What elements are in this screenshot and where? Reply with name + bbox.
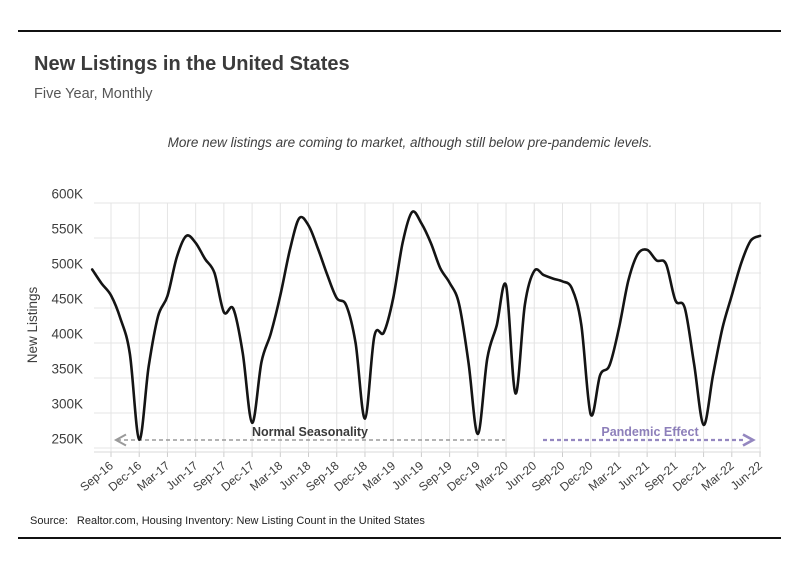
y-axis-title: New Listings [25, 286, 40, 363]
page-subtitle: Five Year, Monthly [34, 86, 153, 102]
y-tick-label: 500K [51, 257, 83, 272]
y-tick-label: 550K [51, 222, 83, 237]
y-tick-label: 300K [51, 397, 83, 412]
page-title: New Listings in the United States [34, 53, 350, 75]
x-tick-label: Jun-22 [728, 458, 765, 493]
x-tick-label: Mar-19 [360, 458, 398, 493]
annotation-label-pandemic-effect: Pandemic Effect [601, 425, 699, 439]
x-tick-label: Mar-18 [247, 458, 285, 493]
annotation-arrowhead-normal-seasonality [113, 433, 127, 447]
top-rule [18, 30, 781, 32]
x-tick-label: Mar-21 [586, 458, 624, 493]
annotation-label-normal-seasonality: Normal Seasonality [252, 425, 368, 439]
y-tick-label: 600K [51, 187, 83, 202]
annotation-arrowhead-pandemic-effect [742, 433, 756, 447]
source-line: Source: Realtor.com, Housing Inventory: N… [30, 515, 425, 527]
chart-note: More new listings are coming to market, … [167, 135, 653, 150]
x-tick-label: Mar-22 [699, 458, 737, 493]
y-tick-label: 250K [51, 432, 83, 447]
x-tick-label: Mar-20 [473, 458, 511, 493]
source-label: Source: [30, 515, 68, 527]
bottom-rule [18, 537, 781, 539]
y-tick-label: 350K [51, 362, 83, 377]
y-tick-label: 450K [51, 292, 83, 307]
y-tick-label: 400K [51, 327, 83, 342]
source-text: Realtor.com, Housing Inventory: New List… [76, 515, 425, 527]
x-tick-label: Mar-17 [134, 458, 172, 493]
listings-line [90, 210, 762, 441]
